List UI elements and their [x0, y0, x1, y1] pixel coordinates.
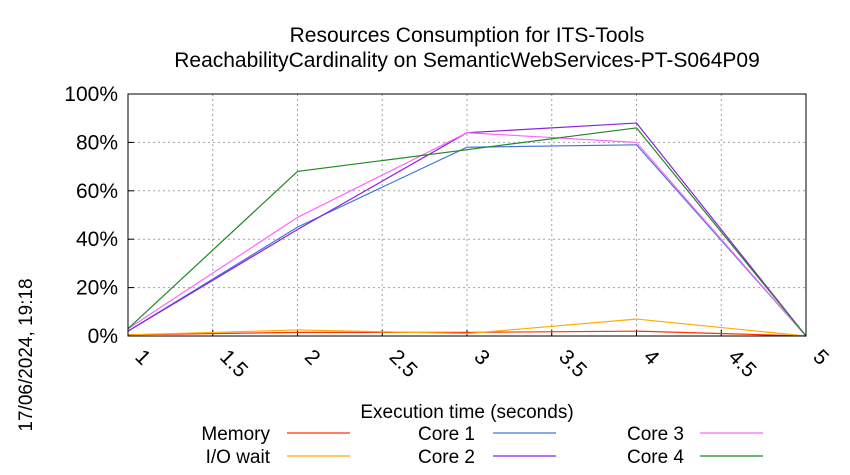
series-line-core-1: [127, 144, 807, 337]
x-tick-label: 1.5: [215, 345, 252, 382]
chart-title-line1: Resources Consumption for ITS-Tools: [290, 24, 645, 47]
timestamp-label: 17/06/2024, 19:18: [16, 278, 37, 431]
x-tick-label: 4.5: [724, 345, 761, 382]
legend-label: Core 2: [418, 447, 475, 468]
x-tick-label: 2: [300, 345, 325, 370]
x-tick-label: 5: [808, 345, 833, 370]
series-line-core-4: [127, 127, 807, 337]
plot-frame: [127, 93, 807, 337]
y-tick-label: 0%: [88, 325, 118, 348]
x-tick-label: 2.5: [385, 345, 422, 382]
legend-label: Memory: [201, 424, 270, 445]
series-line-memory: [127, 330, 807, 337]
chart-title-line2: ReachabilityCardinality on SemanticWebSe…: [174, 49, 760, 72]
series-line-core-3: [127, 132, 807, 337]
x-axis-label: Execution time (seconds): [360, 402, 573, 423]
legend-label: Core 3: [627, 424, 684, 445]
grid: [127, 93, 807, 337]
series-line-i-o-wait: [127, 318, 807, 337]
x-tick-label: 4: [639, 345, 664, 370]
series-lines: [127, 122, 807, 337]
x-tick-labels: 1 1.5 2 2.5 3 3.5 4 4.5 5: [130, 345, 833, 382]
x-tick-label: 3: [469, 345, 494, 370]
y-tick-label: 100%: [64, 83, 118, 106]
y-tick-label: 80%: [76, 131, 118, 154]
legend-label: I/O wait: [206, 447, 271, 468]
legend-label: Core 4: [627, 447, 684, 468]
y-tick-labels: 0% 20% 40% 60% 80% 100%: [64, 83, 118, 348]
y-tick-label: 20%: [76, 277, 118, 300]
x-tick-label: 1: [130, 345, 155, 370]
y-tick-label: 60%: [76, 180, 118, 203]
y-tick-label: 40%: [76, 228, 118, 251]
legend-label: Core 1: [418, 424, 475, 445]
x-tick-label: 3.5: [554, 345, 591, 382]
